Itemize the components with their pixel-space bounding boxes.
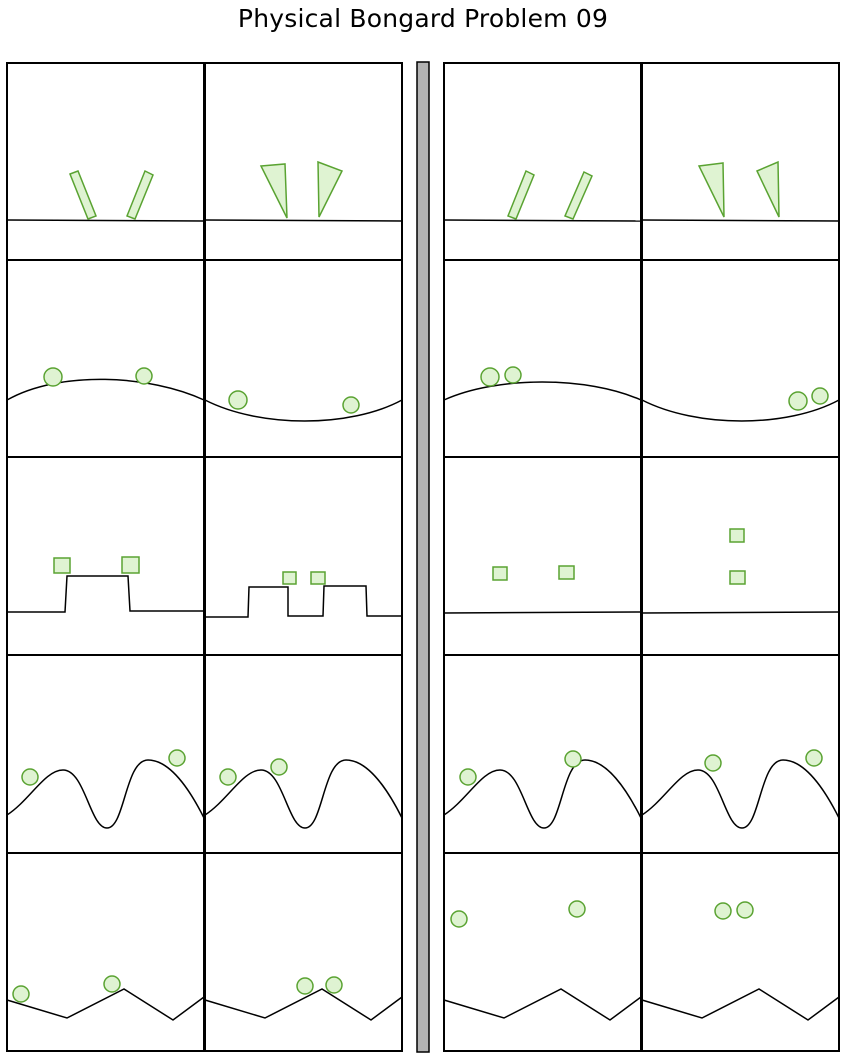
triangle-shape	[755, 160, 780, 218]
circle-shape	[459, 768, 477, 786]
triangle-shape	[317, 160, 344, 218]
square-shape	[121, 556, 140, 574]
circle-shape	[564, 750, 582, 768]
panel-right-r5-c1	[443, 852, 642, 1052]
circle-shape	[568, 900, 586, 918]
circle-shape	[342, 396, 360, 414]
circle-shape	[788, 391, 808, 411]
circle-shape	[168, 749, 186, 767]
circle-shape	[704, 754, 722, 772]
panel-left-r5-c2	[204, 852, 403, 1052]
circle-shape	[805, 749, 823, 767]
left-group	[6, 62, 403, 1052]
circle-shape	[270, 758, 288, 776]
panel-left-r4-c2	[204, 654, 403, 854]
panel-right-r4-c2	[641, 654, 840, 854]
rectangle-shape	[563, 170, 593, 220]
square-shape	[310, 571, 326, 585]
circle-shape	[103, 975, 121, 993]
rectangle-shape	[69, 170, 97, 220]
circle-shape	[296, 977, 314, 995]
panel-right-r2-c1	[443, 259, 642, 458]
rectangle-shape	[126, 169, 154, 220]
panel-left-r1-c1	[6, 62, 205, 261]
circle-shape	[450, 910, 468, 928]
circle-shape	[43, 367, 63, 387]
panel-right-r1-c1	[443, 62, 642, 261]
square-shape	[282, 571, 297, 585]
circle-shape	[21, 768, 39, 786]
square-shape	[558, 565, 575, 580]
panel-right-r3-c1	[443, 456, 642, 656]
square-shape	[729, 528, 745, 543]
square-shape	[729, 570, 746, 585]
circle-shape	[12, 985, 30, 1003]
panel-right-r3-c2	[641, 456, 840, 656]
panel-left-r5-c1	[6, 852, 205, 1052]
circle-shape	[480, 367, 500, 387]
triangle-shape	[697, 162, 725, 218]
circle-shape	[135, 367, 153, 385]
page-title: Physical Bongard Problem 09	[237, 4, 609, 33]
triangle-shape	[259, 163, 288, 219]
square-shape	[53, 557, 71, 574]
panel-right-r5-c2	[641, 852, 840, 1052]
panel-right-r1-c2	[641, 62, 840, 261]
circle-shape	[736, 901, 754, 919]
circle-shape	[219, 768, 237, 786]
right-group	[443, 62, 840, 1052]
group-divider	[416, 61, 430, 1053]
panel-left-r1-c2	[204, 62, 403, 261]
circle-shape	[811, 387, 829, 405]
panel-left-r3-c2	[204, 456, 403, 656]
panel-left-r4-c1	[6, 654, 205, 854]
square-shape	[492, 566, 508, 581]
circle-shape	[228, 390, 248, 410]
panel-left-r3-c1	[6, 456, 205, 656]
panel-right-r2-c2	[641, 259, 840, 458]
circle-shape	[504, 366, 522, 384]
circle-shape	[325, 976, 343, 994]
rectangle-shape	[507, 169, 535, 220]
circle-shape	[714, 902, 732, 920]
panel-left-r2-c1	[6, 259, 205, 458]
panel-right-r4-c1	[443, 654, 642, 854]
panel-left-r2-c2	[204, 259, 403, 458]
